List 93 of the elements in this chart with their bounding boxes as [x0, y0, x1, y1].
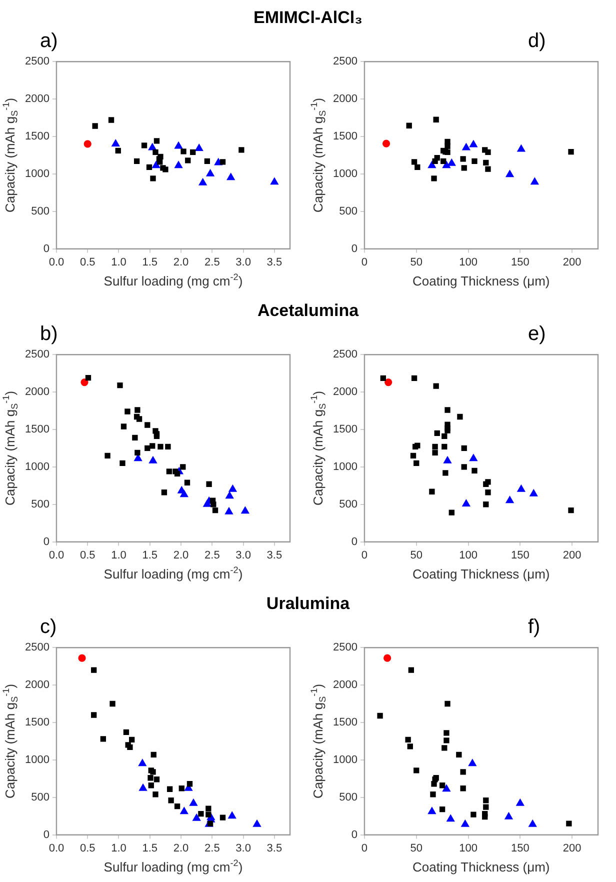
y-axis-title: Capacity (mAh gS-1) — [0, 98, 20, 212]
y-tick-label: 1000 — [24, 754, 50, 766]
x-tick-label: 2.0 — [173, 842, 189, 854]
x-tick-label: 3.0 — [236, 549, 251, 562]
chart-subtitle: a) — [40, 30, 58, 53]
y-axis-title: Capacity (mAh gS-1) — [308, 390, 328, 506]
x-tick-label: 150 — [510, 256, 530, 268]
chart-title: Acetalumina — [256, 301, 360, 321]
x-tick-label: 150 — [510, 842, 530, 854]
y-tick-label: 0 — [351, 242, 358, 255]
y-tick-label: 2500 — [24, 348, 50, 361]
x-tick-label: 100 — [459, 549, 478, 562]
x-tick-label: 3.5 — [266, 842, 282, 854]
y-tick-label: 2000 — [24, 386, 50, 398]
chart-subtitle: e) — [528, 323, 546, 346]
x-tick-label: 0 — [361, 549, 368, 562]
x-tick-label: 1.0 — [111, 549, 126, 562]
x-axis-title: Coating Thickness (μm) — [412, 860, 550, 875]
y-tick-label: 500 — [339, 791, 358, 804]
x-tick-label: 2.5 — [204, 842, 220, 854]
y-tick-label: 2000 — [332, 679, 358, 692]
y-tick-label: 1500 — [24, 424, 50, 436]
x-tick-label: 1.0 — [111, 842, 126, 854]
y-tick-label: 1000 — [24, 460, 50, 473]
y-tick-label: 500 — [339, 498, 358, 510]
y-axis-title: Capacity (mAh gS-1) — [0, 390, 20, 506]
y-tick-label: 1000 — [24, 168, 50, 180]
y-tick-label: 2000 — [332, 93, 358, 106]
y-tick-label: 2500 — [332, 56, 358, 68]
y-tick-label: 0 — [43, 536, 50, 548]
y-tick-label: 1500 — [332, 716, 358, 729]
x-axis-title: Coating Thickness (μm) — [412, 566, 550, 582]
x-tick-label: 200 — [562, 256, 582, 268]
x-tick-label: 200 — [562, 549, 582, 562]
x-tick-label: 1.5 — [142, 256, 158, 268]
y-tick-label: 2000 — [24, 679, 50, 692]
x-tick-label: 2.0 — [173, 549, 189, 562]
chart-subtitle: d) — [528, 30, 546, 53]
x-tick-label: 0 — [361, 256, 368, 268]
x-tick-label: 2.5 — [204, 549, 220, 562]
x-tick-label: 0.0 — [48, 549, 64, 562]
chart-title: Uralumina — [265, 594, 351, 614]
x-tick-label: 1.5 — [142, 549, 158, 562]
x-tick-label: 1.0 — [111, 256, 126, 268]
x-tick-label: 0.0 — [48, 842, 64, 854]
x-tick-label: 1.5 — [142, 842, 158, 854]
y-tick-label: 1000 — [332, 168, 358, 180]
y-tick-label: 500 — [339, 205, 358, 218]
y-tick-label: 0 — [351, 828, 358, 841]
x-tick-label: 0.5 — [80, 256, 96, 268]
y-tick-label: 0 — [43, 242, 50, 255]
x-tick-label: 0.5 — [80, 549, 96, 562]
x-tick-label: 3.5 — [266, 256, 282, 268]
y-tick-label: 2500 — [332, 642, 358, 654]
y-tick-label: 500 — [31, 498, 50, 510]
x-tick-label: 0.0 — [48, 256, 64, 268]
y-tick-label: 2000 — [332, 386, 358, 398]
y-tick-label: 2500 — [24, 56, 50, 68]
x-tick-label: 3.5 — [266, 549, 282, 562]
x-tick-label: 100 — [459, 842, 478, 854]
y-tick-label: 1500 — [24, 716, 50, 729]
x-tick-label: 3.0 — [236, 256, 251, 268]
chart-subtitle: b) — [40, 323, 58, 346]
x-tick-label: 50 — [410, 549, 422, 562]
y-axis-title: Capacity (mAh gS-1) — [308, 98, 328, 212]
y-axis-title: Capacity (mAh gS-1) — [308, 684, 328, 798]
y-tick-label: 1500 — [332, 424, 358, 436]
x-tick-label: 0.5 — [80, 842, 96, 854]
x-tick-label: 50 — [410, 842, 422, 854]
y-tick-label: 2000 — [24, 93, 50, 106]
y-tick-label: 500 — [31, 205, 50, 218]
y-tick-label: 0 — [351, 536, 358, 548]
y-tick-label: 1000 — [332, 754, 358, 766]
x-tick-label: 3.0 — [236, 842, 251, 854]
x-tick-label: 100 — [459, 256, 478, 268]
chart-subtitle: f) — [528, 616, 540, 639]
x-tick-label: 50 — [410, 256, 422, 268]
y-tick-label: 500 — [31, 791, 50, 804]
x-tick-label: 150 — [510, 549, 530, 562]
y-tick-label: 1500 — [24, 130, 50, 143]
y-tick-label: 1500 — [332, 130, 358, 143]
x-tick-label: 2.0 — [173, 256, 189, 268]
y-tick-label: 2500 — [24, 642, 50, 654]
chart-title: EMIMCl-AlCl₃ — [252, 8, 364, 28]
y-tick-label: 0 — [43, 828, 50, 841]
y-axis-title: Capacity (mAh gS-1) — [0, 684, 20, 798]
x-tick-label: 0 — [361, 842, 368, 854]
y-tick-label: 1000 — [332, 460, 358, 473]
chart-subtitle: c) — [40, 616, 57, 639]
y-tick-label: 2500 — [332, 348, 358, 361]
x-axis-title: Coating Thickness (μm) — [412, 274, 550, 289]
x-tick-label: 200 — [562, 842, 582, 854]
x-tick-label: 2.5 — [204, 256, 220, 268]
